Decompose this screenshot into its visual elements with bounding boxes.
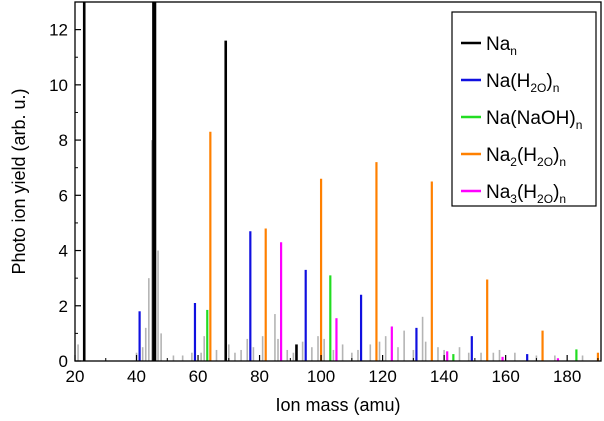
series-peaks bbox=[82, 2, 600, 361]
x-tick-label: 120 bbox=[368, 367, 396, 386]
legend-label: Na(NaOH)n​ bbox=[486, 108, 582, 132]
x-tick-label: 160 bbox=[491, 367, 519, 386]
plot-frame bbox=[74, 1, 602, 362]
background-spectrum bbox=[77, 140, 584, 361]
y-tick-label: 2 bbox=[59, 297, 68, 316]
y-tick-label: 4 bbox=[59, 242, 68, 261]
legend-box bbox=[451, 11, 597, 207]
x-tick-label: 20 bbox=[66, 367, 85, 386]
x-tick-label: 80 bbox=[250, 367, 269, 386]
y-tick-label: 8 bbox=[59, 131, 68, 150]
y-tick-label: 12 bbox=[49, 21, 68, 40]
y-axis-title: Photo ion yield (arb. u.) bbox=[9, 88, 29, 274]
y-tick-label: 10 bbox=[49, 76, 68, 95]
legend-label: Na(H2O​)n​ bbox=[486, 71, 559, 95]
legend-label: Nan​ bbox=[486, 34, 517, 58]
x-tick-label: 180 bbox=[553, 367, 581, 386]
y-tick-label: 0 bbox=[59, 352, 68, 371]
x-tick-label: 60 bbox=[189, 367, 208, 386]
x-axis: 20 40 60 80 100 120 140 160 180 bbox=[66, 355, 599, 386]
legend: Nan​ Na(H2O​)n​ Na(NaOH)n​ Na2​(H2O​)n​ Na3​… bbox=[451, 11, 597, 207]
x-tick-label: 40 bbox=[127, 367, 146, 386]
legend-label: Na3​(H2O​)n​ bbox=[486, 182, 566, 206]
x-tick-label: 140 bbox=[430, 367, 458, 386]
x-tick-label: 100 bbox=[307, 367, 335, 386]
y-tick-label: 6 bbox=[59, 186, 68, 205]
legend-label: Na2​(H2O​)n​ bbox=[486, 145, 566, 169]
x-axis-title: Ion mass (amu) bbox=[275, 395, 400, 415]
y-axis: 0 2 4 6 8 10 12 bbox=[49, 21, 81, 371]
